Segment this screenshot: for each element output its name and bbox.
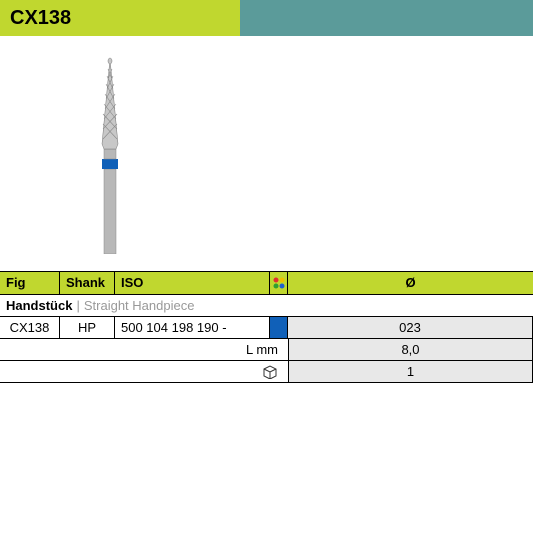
cell-fig: CX138 bbox=[0, 317, 60, 338]
table-header-row: Fig Shank ISO Ø bbox=[0, 271, 533, 295]
product-image-area bbox=[0, 36, 533, 271]
title-accent bbox=[240, 0, 533, 36]
package-icon bbox=[262, 365, 278, 379]
rainbow-icon bbox=[273, 277, 285, 289]
qty-row: 1 bbox=[0, 361, 533, 383]
lmm-row: L mm 8,0 bbox=[0, 339, 533, 361]
header-iso: ISO bbox=[115, 272, 270, 294]
title-bar: CX138 bbox=[0, 0, 533, 36]
product-sheet: CX138 bbox=[0, 0, 533, 383]
subheader-separator: | bbox=[76, 298, 79, 313]
cell-iso: 500 104 198 190 - bbox=[115, 317, 270, 338]
cell-color-band bbox=[270, 317, 288, 338]
subheader-primary: Handstück bbox=[6, 298, 72, 313]
lmm-label: L mm bbox=[0, 339, 288, 360]
header-shank: Shank bbox=[60, 272, 115, 294]
subheader-row: Handstück | Straight Handpiece bbox=[0, 295, 533, 317]
lmm-value: 8,0 bbox=[288, 339, 533, 360]
header-diameter: Ø bbox=[288, 272, 533, 294]
data-row: CX138 HP 500 104 198 190 - 023 bbox=[0, 317, 533, 339]
header-fig: Fig bbox=[0, 272, 60, 294]
subheader-secondary: Straight Handpiece bbox=[84, 298, 195, 313]
cell-diameter: 023 bbox=[288, 317, 533, 338]
qty-value: 1 bbox=[288, 361, 533, 382]
bur-illustration bbox=[90, 54, 130, 254]
qty-label bbox=[0, 361, 288, 382]
product-title: CX138 bbox=[0, 0, 240, 36]
header-color-swatch bbox=[270, 272, 288, 294]
cell-shank: HP bbox=[60, 317, 115, 338]
